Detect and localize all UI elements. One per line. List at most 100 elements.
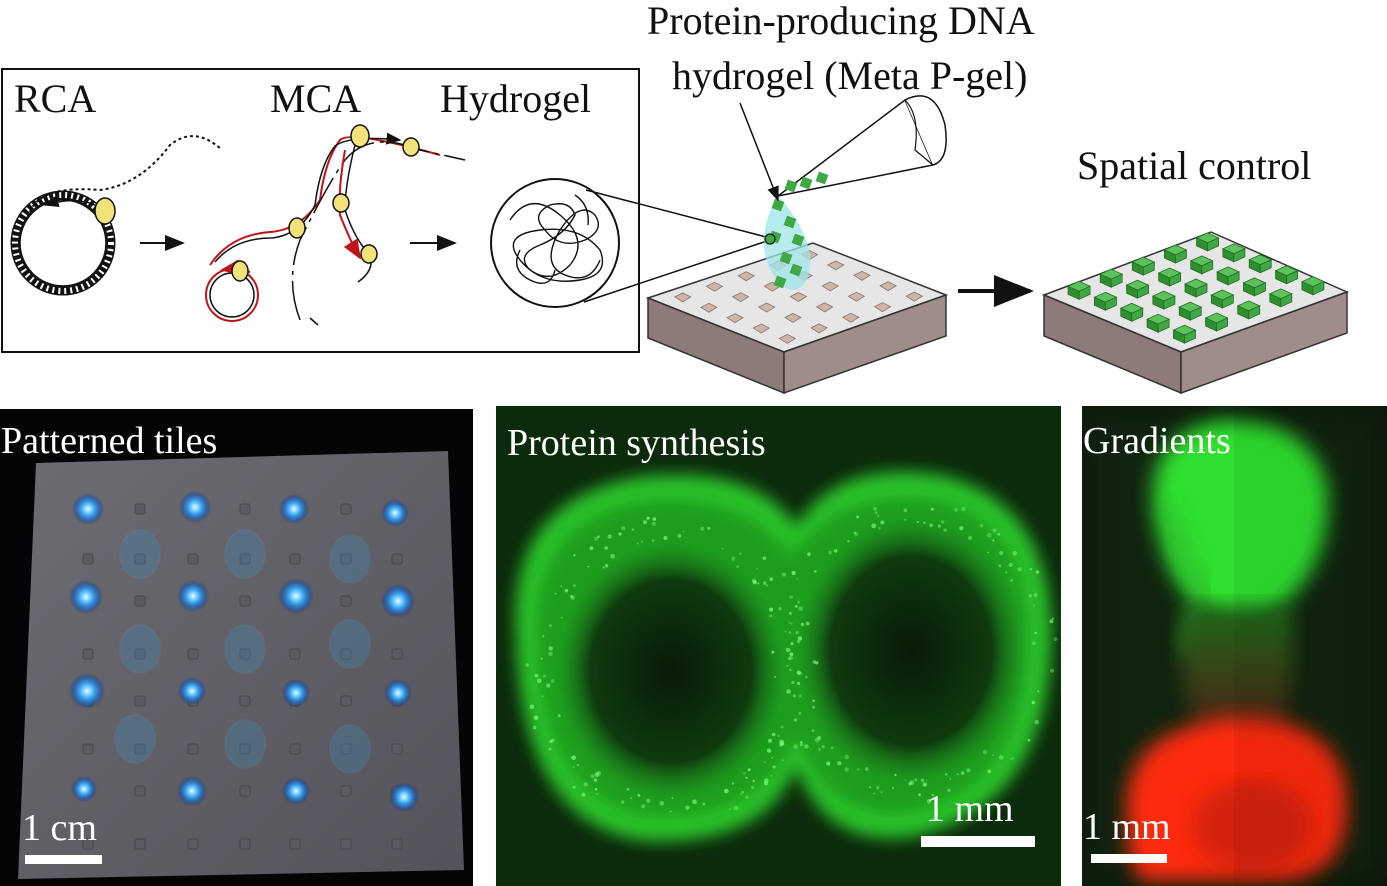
fluorescent-speck bbox=[729, 808, 731, 811]
fluorescent-speck bbox=[741, 790, 744, 794]
tile-bump bbox=[391, 648, 403, 660]
gel-cube bbox=[1216, 266, 1241, 286]
gradients-svg bbox=[1082, 406, 1387, 886]
fluorescent-speck bbox=[805, 621, 810, 626]
fluorescent-spot bbox=[178, 677, 206, 705]
fluorescent-speck bbox=[929, 523, 934, 528]
fluorescent-speck bbox=[570, 594, 574, 598]
fluorescent-speck bbox=[550, 679, 555, 683]
fluorescent-speck bbox=[815, 661, 819, 665]
fluorescent-speck bbox=[793, 744, 798, 749]
gel-cube bbox=[1274, 265, 1299, 285]
fluorescent-speck bbox=[960, 771, 965, 775]
fluorescent-speck bbox=[593, 778, 598, 782]
fluorescent-speck bbox=[794, 604, 798, 608]
tile-bump bbox=[134, 503, 146, 515]
tile-bump bbox=[239, 785, 251, 797]
tile-bump bbox=[187, 553, 199, 565]
gel-cube bbox=[1268, 288, 1293, 308]
fluorescent-speck bbox=[800, 741, 803, 744]
fluorescent-speck bbox=[651, 521, 656, 526]
fluorescent-speck bbox=[998, 564, 1002, 568]
tile-bump bbox=[239, 838, 251, 850]
fluorescent-speck bbox=[812, 700, 814, 702]
fluorescent-speck bbox=[771, 757, 773, 759]
gel-cube bbox=[1236, 300, 1261, 320]
fluorescent-speck bbox=[682, 530, 685, 533]
gradients-scalebar bbox=[1091, 854, 1167, 863]
gel-square bbox=[783, 215, 797, 229]
fluorescent-speck bbox=[743, 772, 746, 775]
fluorescent-speck bbox=[731, 556, 736, 561]
fluorescent-speck bbox=[811, 729, 815, 732]
fluorescent-speck bbox=[853, 531, 857, 534]
fluorescent-speck bbox=[804, 744, 809, 749]
meta-pgel-label-line1: Protein-producing DNA bbox=[647, 0, 1035, 43]
fluorescent-speck bbox=[1008, 563, 1013, 567]
gradients-scale-label: 1 mm bbox=[1083, 806, 1171, 848]
substrate-pad bbox=[700, 302, 718, 313]
fluorescent-speck bbox=[557, 714, 561, 718]
fluorescent-speck bbox=[930, 507, 934, 511]
fluorescent-speck bbox=[844, 767, 849, 772]
fluorescent-speck bbox=[745, 776, 748, 779]
fluorescent-speck bbox=[795, 631, 799, 635]
fluorescent-speck bbox=[1051, 617, 1055, 620]
fluorescent-speck bbox=[780, 725, 784, 729]
zoom-line-2 bbox=[583, 239, 771, 303]
fluorescent-speck bbox=[772, 765, 776, 769]
polymerase-mca-2 bbox=[288, 217, 306, 239]
fluorescent-speck bbox=[792, 694, 796, 698]
fluorescent-speck bbox=[914, 778, 918, 782]
substrate-pad bbox=[789, 292, 808, 302]
fluorescent-speck bbox=[943, 528, 947, 532]
gel-cube bbox=[1189, 255, 1214, 275]
faint-gel-blob bbox=[119, 529, 161, 579]
fluorescent-speck bbox=[752, 779, 755, 783]
fluorescent-speck bbox=[769, 577, 774, 581]
fluorescent-speck bbox=[637, 794, 641, 798]
fluorescent-speck bbox=[785, 647, 791, 653]
mca-strands bbox=[205, 132, 466, 326]
fluorescent-speck bbox=[909, 780, 915, 786]
fluorescent-speck bbox=[733, 805, 739, 811]
fluorescent-speck bbox=[1027, 738, 1031, 742]
fluorescent-speck bbox=[602, 566, 605, 569]
fluorescent-speck bbox=[587, 565, 590, 568]
fluorescent-speck bbox=[597, 535, 600, 539]
fluorescent-speck bbox=[739, 793, 742, 796]
fluorescent-speck bbox=[618, 532, 622, 536]
fluorescent-spot bbox=[69, 673, 105, 709]
fluorescent-speck bbox=[540, 657, 543, 660]
substrate-pad bbox=[752, 323, 771, 334]
polymerase-mca-5 bbox=[332, 193, 350, 213]
fluorescent-speck bbox=[560, 585, 563, 588]
gel-cube bbox=[1195, 232, 1220, 252]
tile-bump bbox=[239, 695, 251, 707]
fluorescent-speck bbox=[865, 767, 869, 771]
gel-cube bbox=[1157, 267, 1182, 287]
fluorescent-speck bbox=[875, 511, 878, 514]
fluorescent-speck bbox=[669, 810, 672, 813]
fluorescent-speck bbox=[692, 799, 697, 805]
fluorescent-speck bbox=[905, 779, 907, 781]
mca-label: MCA bbox=[270, 76, 362, 121]
fluorescent-speck bbox=[961, 506, 966, 512]
tile-bump bbox=[340, 503, 352, 515]
gel-cube bbox=[1119, 302, 1144, 322]
fluorescent-speck bbox=[777, 734, 780, 738]
substrate-pad bbox=[778, 333, 797, 344]
fluorescent-speck bbox=[925, 779, 928, 781]
fluorescent-speck bbox=[745, 795, 749, 800]
fluorescent-speck bbox=[747, 768, 751, 772]
fluorescent-speck bbox=[844, 754, 850, 760]
tile-bump bbox=[82, 743, 94, 755]
fluorescent-speck bbox=[766, 748, 771, 753]
fluorescent-speck bbox=[997, 532, 1001, 536]
fluorescent-speck bbox=[788, 621, 791, 624]
fluorescent-speck bbox=[769, 607, 774, 612]
fluorescent-speck bbox=[626, 788, 630, 791]
tile-bump bbox=[82, 553, 94, 565]
fluorescent-speck bbox=[756, 568, 758, 570]
fluorescent-speck bbox=[800, 622, 805, 627]
